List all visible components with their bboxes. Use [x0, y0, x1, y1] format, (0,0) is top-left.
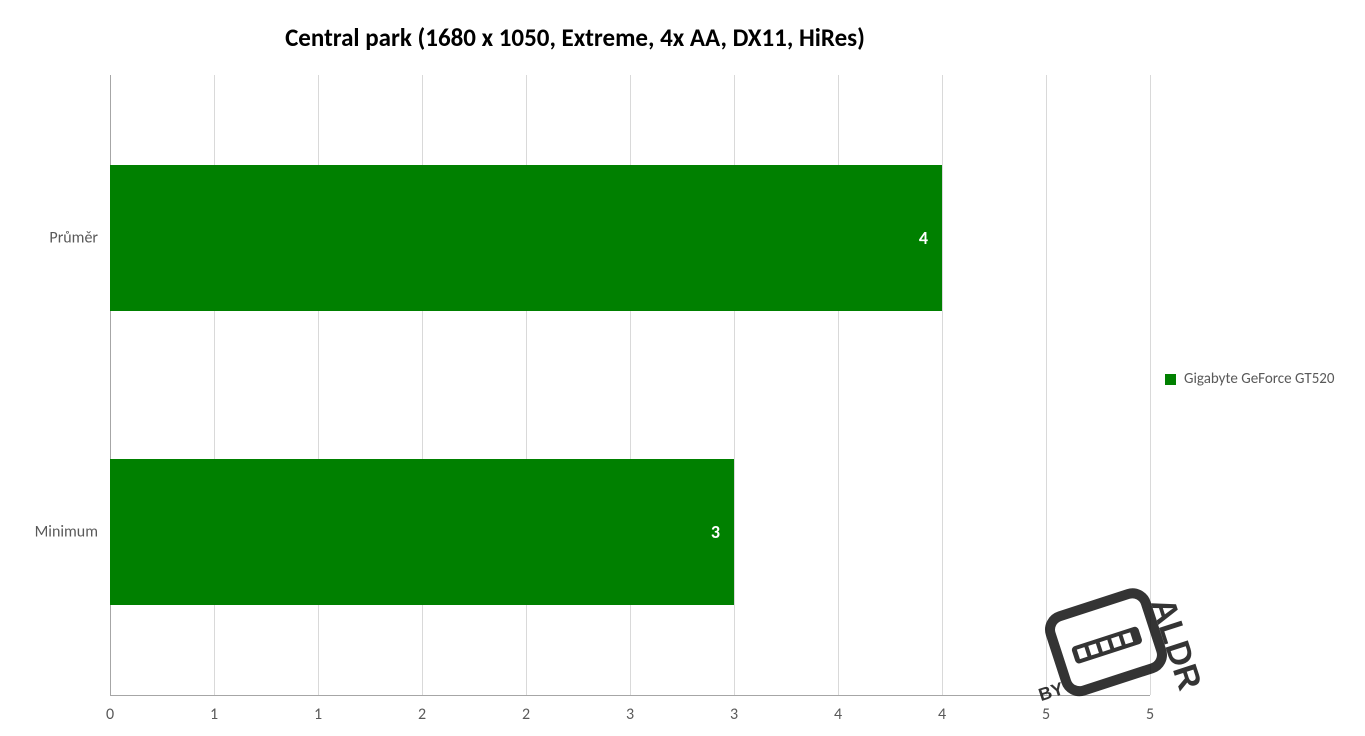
svg-text:ALDR: ALDR — [1143, 593, 1200, 695]
bar: 4 — [110, 165, 942, 311]
x-tick-label: 4 — [834, 705, 842, 724]
legend-swatch — [1165, 374, 1176, 385]
y-category-label: Průměr — [49, 228, 98, 247]
x-tick-label: 0 — [106, 705, 114, 724]
x-tick-label: 2 — [418, 705, 426, 724]
x-tick-label: 1 — [314, 705, 322, 724]
watermark-logo: BY ALDR — [1000, 560, 1200, 720]
x-tick-label: 3 — [626, 705, 634, 724]
legend-label: Gigabyte GeForce GT520 — [1184, 370, 1335, 388]
x-axis-line — [110, 695, 1150, 696]
bar: 3 — [110, 459, 734, 605]
x-tick-label: 3 — [730, 705, 738, 724]
plot-area: 011223344554Průměr3Minimum — [110, 75, 1150, 695]
x-tick-label: 2 — [522, 705, 530, 724]
y-category-label: Minimum — [35, 523, 98, 542]
chart-container: Central park (1680 x 1050, Extreme, 4x A… — [0, 0, 1365, 736]
x-tick-label: 4 — [938, 705, 946, 724]
x-tick-label: 1 — [210, 705, 218, 724]
chart-title: Central park (1680 x 1050, Extreme, 4x A… — [0, 22, 1150, 53]
gridline — [942, 75, 943, 695]
legend: Gigabyte GeForce GT520 — [1165, 370, 1335, 388]
